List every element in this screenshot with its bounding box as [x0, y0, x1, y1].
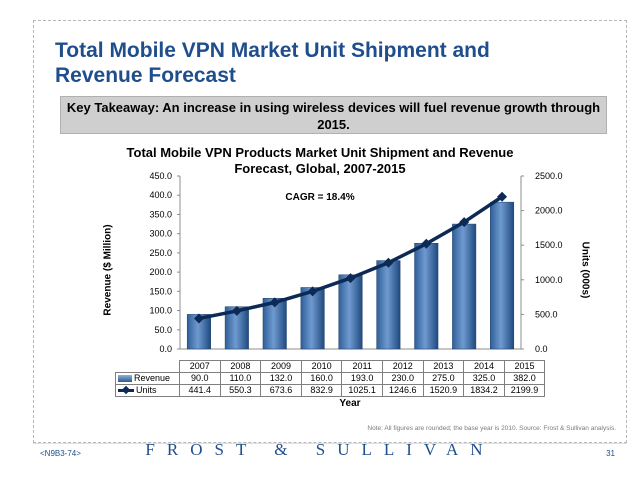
table-row-years: 2007 2008 2009 2010 2011 2012 2013 2014 …	[115, 360, 546, 373]
y-tick-label-right: 0.0	[535, 344, 548, 354]
year-cell: 2013	[422, 360, 465, 373]
cagr-annotation: CAGR = 18.4%	[285, 192, 355, 203]
y-tick-label-left: 0.0	[159, 344, 172, 354]
y-tick-label-left: 250.0	[149, 248, 172, 258]
units-point-2012	[383, 257, 394, 268]
y-tick-label-right: 2000.0	[535, 206, 563, 216]
revenue-value: 90.0	[179, 372, 221, 385]
footer-divider	[33, 443, 627, 444]
y-tick-label-right: 1000.0	[535, 275, 563, 285]
revenue-value: 110.0	[219, 372, 262, 385]
chart-data-table: 2007 2008 2009 2010 2011 2012 2013 2014 …	[115, 360, 546, 397]
table-row-revenue: Revenue 90.0 110.0 132.0 160.0 193.0 230…	[115, 372, 546, 385]
year-cell: 2011	[341, 360, 383, 373]
year-cell: 2015	[503, 360, 546, 373]
units-point-2014	[459, 217, 470, 228]
source-note: Note: All figures are rounded; the base …	[367, 425, 616, 432]
x-axis-label: Year	[339, 398, 361, 409]
brand-logo: FROST & SULLIVAN	[145, 440, 495, 459]
year-cell: 2007	[179, 360, 221, 373]
units-line-layer	[193, 191, 508, 324]
units-point-2011	[345, 273, 356, 284]
units-point-2008	[231, 305, 242, 316]
revenue-value: 325.0	[463, 372, 505, 385]
units-value: 550.3	[219, 384, 262, 397]
y-tick-label-left: 50.0	[154, 325, 172, 335]
y-tick-label-left: 300.0	[149, 229, 172, 239]
units-value: 1520.9	[422, 384, 465, 397]
chart-title: Total Mobile VPN Products Market Unit Sh…	[126, 145, 514, 176]
units-point-2013	[421, 238, 432, 249]
key-takeaway-box: Key Takeaway: An increase in using wirel…	[60, 96, 607, 134]
units-value: 832.9	[300, 384, 343, 397]
table-corner	[115, 360, 180, 373]
slide-frame	[33, 20, 627, 443]
units-value: 1025.1	[341, 384, 383, 397]
units-point-2010	[307, 286, 318, 297]
year-cell: 2014	[463, 360, 505, 373]
revenue-bar-2014	[452, 223, 477, 350]
revenue-value: 132.0	[260, 372, 302, 385]
revenue-bar-2011	[338, 274, 363, 350]
slide-title: Total Mobile VPN Market Unit Shipment an…	[55, 39, 490, 87]
revenue-swatch-icon	[118, 375, 132, 383]
y-tick-label-left: 200.0	[149, 267, 172, 277]
tick-labels-layer: 0.0 50.0 100.0 150.0 200.0 250.0 300.0 350.0 400…	[149, 171, 562, 354]
slide-code: <N9B3-74>	[40, 449, 81, 458]
units-value: 1246.6	[381, 384, 424, 397]
revenue-value: 193.0	[341, 372, 383, 385]
year-cell: 2012	[381, 360, 424, 373]
units-swatch-icon	[118, 389, 134, 393]
legend-revenue: Revenue	[115, 372, 180, 385]
y-tick-label-left: 100.0	[149, 306, 172, 316]
units-value: 1834.2	[463, 384, 505, 397]
units-value: 673.6	[260, 384, 302, 397]
revenue-value: 160.0	[300, 372, 343, 385]
y-tick-label-left: 400.0	[149, 190, 172, 200]
table-row-units: Units 441.4 550.3 673.6 832.9 1025.1 124…	[115, 384, 546, 397]
legend-units-label: Units	[136, 385, 157, 395]
y-tick-label-right: 500.0	[535, 309, 558, 319]
y-tick-label-right: 1500.0	[535, 240, 563, 250]
revenue-value: 230.0	[381, 372, 424, 385]
revenue-value: 275.0	[422, 372, 465, 385]
year-cell: 2008	[219, 360, 262, 373]
revenue-bar-2013	[414, 243, 439, 350]
revenue-bar-2015	[490, 201, 515, 350]
year-cell: 2010	[300, 360, 343, 373]
y-tick-label-left: 350.0	[149, 209, 172, 219]
y-tick-label-right: 2500.0	[535, 171, 563, 181]
units-point-2015	[497, 191, 508, 202]
y-tick-label-left: 150.0	[149, 286, 172, 296]
revenue-bar-2012	[376, 260, 401, 350]
legend-units: Units	[115, 384, 180, 397]
units-point-2009	[269, 297, 280, 308]
units-point-2007	[193, 313, 204, 324]
legend-revenue-label: Revenue	[134, 373, 171, 383]
units-value: 441.4	[179, 384, 221, 397]
revenue-value: 382.0	[503, 372, 546, 385]
page-number: 31	[606, 449, 615, 458]
bars-layer	[186, 201, 515, 350]
revenue-bar-2010	[300, 287, 325, 350]
y-tick-label-left: 450.0	[149, 171, 172, 181]
units-value: 2199.9	[503, 384, 546, 397]
year-cell: 2009	[260, 360, 302, 373]
